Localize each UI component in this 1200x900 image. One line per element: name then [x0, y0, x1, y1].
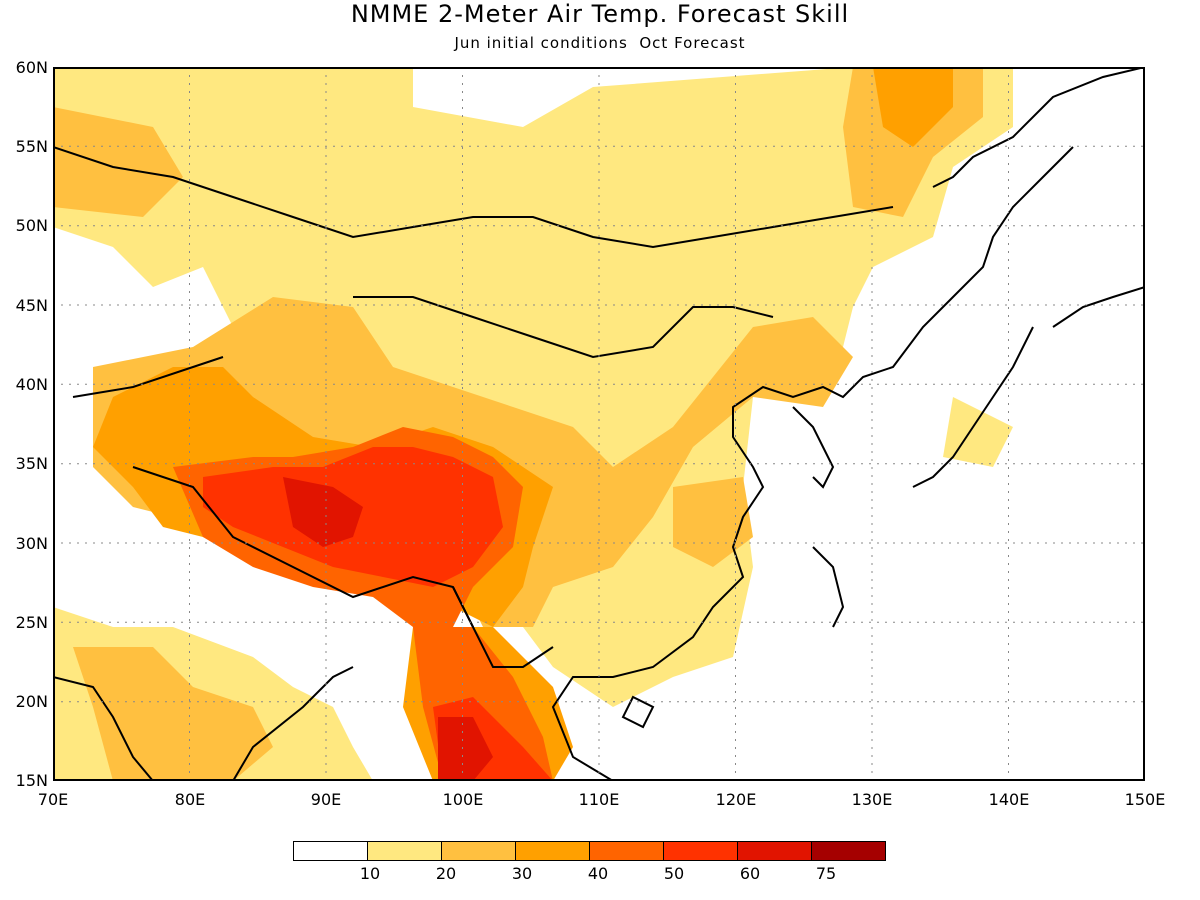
legend-swatch-3 — [515, 841, 590, 861]
map-panel — [53, 67, 1145, 781]
lat-tick-30: 30N — [15, 534, 48, 553]
legend-label-40: 40 — [587, 864, 609, 883]
lat-tick-60: 60N — [15, 58, 48, 77]
legend-swatch-4 — [589, 841, 664, 861]
lon-tick-150: 150E — [1124, 790, 1166, 809]
skill-region-60-s — [438, 717, 493, 781]
map-title: NMME 2-Meter Air Temp. Forecast Skill — [350, 0, 850, 28]
lon-tick-120: 120E — [715, 790, 757, 809]
legend-label-30: 30 — [511, 864, 533, 883]
legend-swatch-2 — [441, 841, 516, 861]
lon-tick-140: 140E — [988, 790, 1030, 809]
skill-region-30-ne — [873, 67, 953, 147]
legend-label-20: 20 — [435, 864, 457, 883]
lat-tick-55: 55N — [15, 137, 48, 156]
skill-region-20-sw — [73, 647, 273, 781]
lat-tick-45: 45N — [15, 296, 48, 315]
legend-swatch-0 — [293, 841, 368, 861]
map-frame — [53, 67, 1145, 781]
map-subtitle: Jun initial conditions Oct Forecast — [454, 34, 746, 52]
lat-tick-15: 15N — [15, 771, 48, 790]
legend-swatch-5 — [663, 841, 738, 861]
gridlines — [53, 67, 1145, 781]
lon-tick-90: 90E — [310, 790, 342, 809]
lat-tick-25: 25N — [15, 613, 48, 632]
legend-swatch-7 — [811, 841, 886, 861]
lat-tick-20: 20N — [15, 692, 48, 711]
legend-label-10: 10 — [359, 864, 381, 883]
lon-tick-80: 80E — [174, 790, 206, 809]
lon-tick-110: 110E — [578, 790, 620, 809]
colorbar-legend — [293, 841, 886, 861]
lat-tick-50: 50N — [15, 216, 48, 235]
lat-tick-35: 35N — [15, 454, 48, 473]
legend-label-75: 75 — [815, 864, 837, 883]
lon-tick-100: 100E — [442, 790, 484, 809]
skill-shading — [53, 67, 1013, 781]
skill-region-60 — [283, 477, 363, 547]
skill-region-20 — [53, 107, 183, 217]
coastlines — [53, 67, 1145, 781]
skill-map — [53, 67, 1145, 781]
legend-swatch-6 — [737, 841, 812, 861]
legend-label-50: 50 — [663, 864, 685, 883]
legend-label-60: 60 — [739, 864, 761, 883]
lat-tick-40: 40N — [15, 375, 48, 394]
skill-region-10-e — [943, 397, 1013, 467]
legend-swatch-1 — [367, 841, 442, 861]
lon-tick-130: 130E — [851, 790, 893, 809]
lon-tick-70: 70E — [37, 790, 69, 809]
